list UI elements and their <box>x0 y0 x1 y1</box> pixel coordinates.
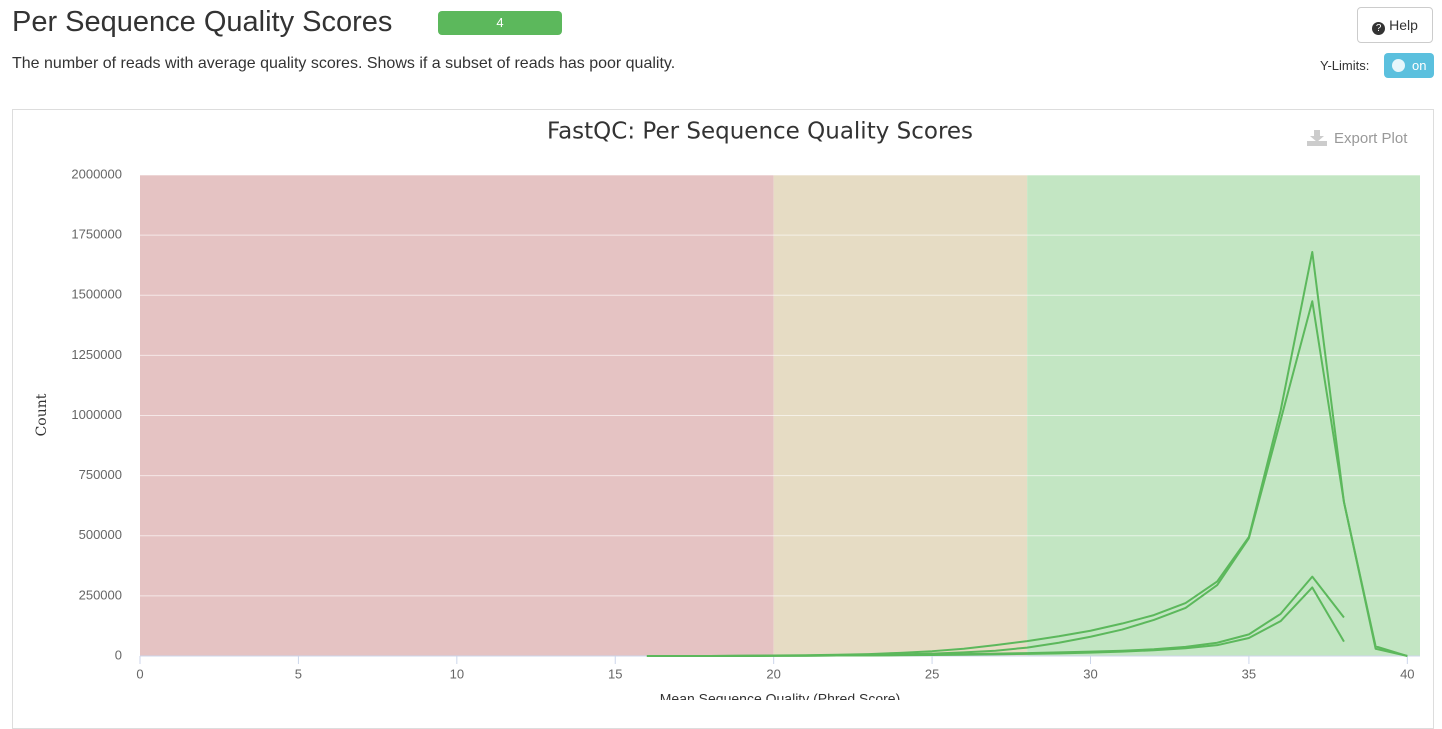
page: Per Sequence Quality Scores 4 The number… <box>12 6 1434 729</box>
x-tick-label: 10 <box>450 666 464 681</box>
description: The number of reads with average quality… <box>12 55 676 72</box>
y-tick-label: 1500000 <box>71 287 122 302</box>
y-axis-label: Count <box>34 393 50 436</box>
x-tick-label: 25 <box>925 666 939 681</box>
x-tick-label: 30 <box>1083 666 1097 681</box>
x-tick-label: 15 <box>608 666 622 681</box>
y-tick-label: 500000 <box>79 527 122 542</box>
y-tick-label: 750000 <box>79 467 122 482</box>
chart: FastQC: Per Sequence Quality Scores Expo… <box>34 119 1420 700</box>
series-line <box>646 586 1345 657</box>
help-icon: ? <box>1372 22 1386 35</box>
status-badge: 4 <box>438 11 562 35</box>
y-tick-label: 1250000 <box>71 347 122 362</box>
y-tick-label: 2000000 <box>71 166 122 181</box>
x-tick-label: 5 <box>295 666 302 681</box>
y-tick-label: 250000 <box>79 587 122 602</box>
y-tick-label: 1750000 <box>71 227 122 242</box>
export-icon[interactable] <box>1307 130 1327 146</box>
export-button[interactable]: Export Plot <box>1334 130 1408 147</box>
x-tick-label: 35 <box>1242 666 1256 681</box>
x-axis-label: Mean Sequence Quality (Phred Score) <box>660 691 900 700</box>
ylimits-label: Y-Limits: <box>1320 58 1370 73</box>
y-tick-label: 1000000 <box>71 407 122 422</box>
x-tick-label: 0 <box>136 666 143 681</box>
ylimits-toggle[interactable]: on <box>1384 53 1434 78</box>
help-button[interactable]: ? Help <box>1357 7 1433 43</box>
help-text: Help <box>1389 17 1418 33</box>
section-title: Per Sequence Quality Scores <box>12 6 393 38</box>
x-tick-label: 20 <box>766 666 780 681</box>
y-tick-label: 0 <box>115 647 122 662</box>
x-tick-label: 40 <box>1400 666 1414 681</box>
chart-title: FastQC: Per Sequence Quality Scores <box>547 119 973 145</box>
